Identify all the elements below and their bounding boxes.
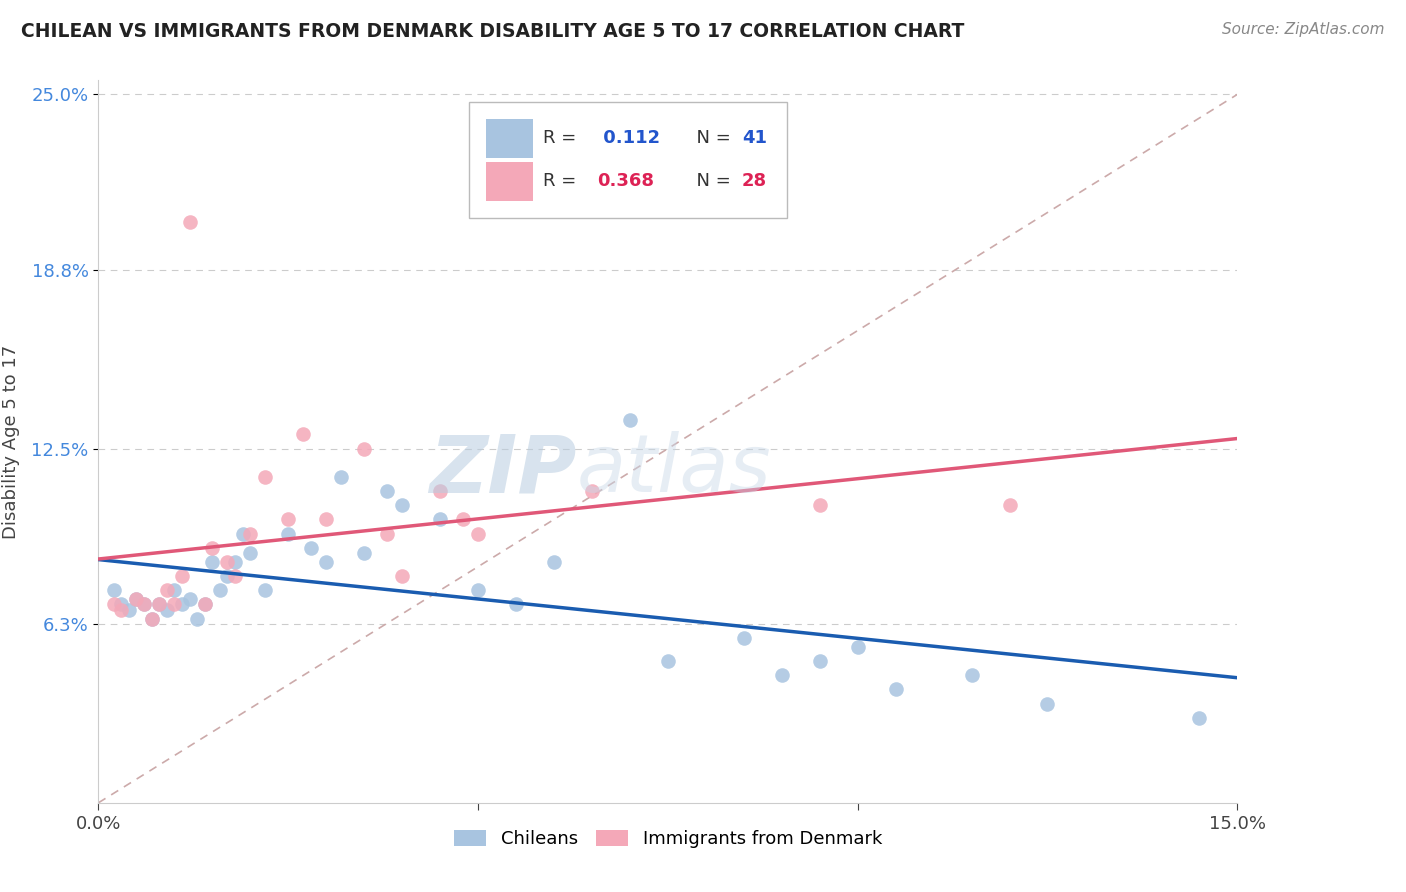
Point	[277, 526, 299, 541]
Point	[208, 583, 231, 598]
Text: 0.112: 0.112	[598, 129, 661, 147]
Point	[224, 569, 246, 583]
Point	[451, 512, 474, 526]
Point	[179, 215, 201, 229]
Point	[118, 603, 141, 617]
Text: 28: 28	[742, 172, 768, 190]
Point	[239, 526, 262, 541]
Text: R =: R =	[543, 129, 582, 147]
Point	[299, 541, 322, 555]
Point	[224, 555, 246, 569]
Point	[391, 569, 413, 583]
Point	[733, 632, 755, 646]
FancyBboxPatch shape	[468, 102, 787, 218]
Point	[315, 512, 337, 526]
Point	[846, 640, 869, 654]
Point	[217, 555, 239, 569]
Point	[201, 555, 224, 569]
Point	[217, 569, 239, 583]
Point	[132, 598, 155, 612]
Point	[998, 498, 1021, 512]
Point	[239, 546, 262, 560]
Point	[110, 603, 132, 617]
Text: 41: 41	[742, 129, 766, 147]
Point	[170, 569, 193, 583]
Point	[254, 583, 277, 598]
Point	[110, 598, 132, 612]
Point	[657, 654, 679, 668]
Point	[277, 512, 299, 526]
Text: N =: N =	[685, 129, 737, 147]
Point	[232, 526, 254, 541]
Point	[201, 541, 224, 555]
Point	[141, 612, 163, 626]
Point	[1188, 711, 1211, 725]
Point	[194, 598, 217, 612]
Point	[543, 555, 565, 569]
Point	[163, 583, 186, 598]
Text: N =: N =	[685, 172, 737, 190]
Point	[194, 598, 217, 612]
Point	[156, 583, 179, 598]
Point	[619, 413, 641, 427]
Text: 0.368: 0.368	[598, 172, 654, 190]
Point	[353, 546, 375, 560]
Point	[353, 442, 375, 456]
Text: atlas: atlas	[576, 432, 772, 509]
Legend: Chileans, Immigrants from Denmark: Chileans, Immigrants from Denmark	[447, 822, 889, 855]
Point	[163, 598, 186, 612]
Point	[505, 598, 527, 612]
Point	[884, 682, 907, 697]
Point	[467, 526, 489, 541]
Point	[170, 598, 193, 612]
Point	[808, 498, 831, 512]
Point	[148, 598, 170, 612]
Point	[103, 583, 125, 598]
Point	[1036, 697, 1059, 711]
FancyBboxPatch shape	[485, 119, 533, 158]
Point	[179, 591, 201, 606]
Point	[375, 484, 398, 499]
Point	[186, 612, 208, 626]
Point	[429, 484, 451, 499]
Point	[315, 555, 337, 569]
Point	[125, 591, 148, 606]
Point	[292, 427, 315, 442]
Point	[770, 668, 793, 682]
Point	[148, 598, 170, 612]
Point	[132, 598, 155, 612]
Text: CHILEAN VS IMMIGRANTS FROM DENMARK DISABILITY AGE 5 TO 17 CORRELATION CHART: CHILEAN VS IMMIGRANTS FROM DENMARK DISAB…	[21, 22, 965, 41]
Text: Source: ZipAtlas.com: Source: ZipAtlas.com	[1222, 22, 1385, 37]
Point	[254, 470, 277, 484]
Text: ZIP: ZIP	[429, 432, 576, 509]
Point	[330, 470, 353, 484]
Point	[375, 526, 398, 541]
Y-axis label: Disability Age 5 to 17: Disability Age 5 to 17	[3, 344, 20, 539]
Point	[467, 583, 489, 598]
FancyBboxPatch shape	[485, 162, 533, 201]
Point	[125, 591, 148, 606]
Point	[156, 603, 179, 617]
Point	[808, 654, 831, 668]
Text: R =: R =	[543, 172, 582, 190]
Point	[429, 512, 451, 526]
Point	[391, 498, 413, 512]
Point	[581, 484, 603, 499]
Point	[141, 612, 163, 626]
Point	[960, 668, 983, 682]
Point	[103, 598, 125, 612]
